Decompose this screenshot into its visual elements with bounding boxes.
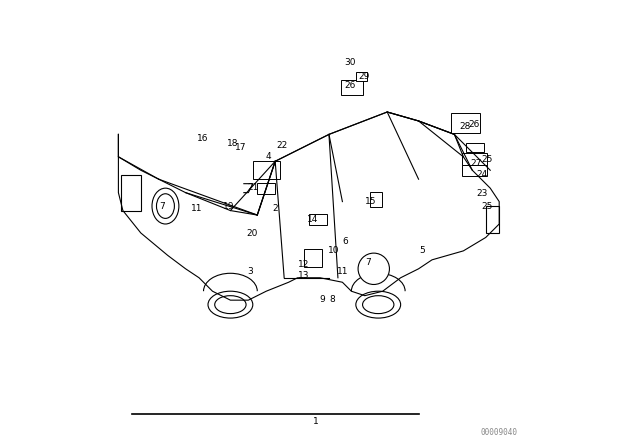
FancyBboxPatch shape — [462, 153, 487, 165]
Text: 17: 17 — [234, 143, 246, 152]
FancyBboxPatch shape — [253, 161, 280, 179]
FancyBboxPatch shape — [356, 72, 367, 81]
Text: 28: 28 — [459, 122, 470, 131]
Text: 3: 3 — [248, 267, 253, 276]
Text: 10: 10 — [328, 246, 339, 255]
Ellipse shape — [362, 296, 394, 314]
Text: 13: 13 — [298, 271, 310, 280]
FancyBboxPatch shape — [371, 192, 381, 207]
FancyBboxPatch shape — [466, 143, 484, 152]
FancyBboxPatch shape — [257, 182, 275, 194]
Ellipse shape — [208, 291, 253, 318]
Ellipse shape — [358, 253, 389, 284]
Text: 15: 15 — [365, 197, 376, 206]
Text: 16: 16 — [197, 134, 209, 143]
Bar — [121, 175, 141, 211]
Text: 24: 24 — [477, 170, 488, 179]
Text: 21: 21 — [247, 183, 259, 192]
Ellipse shape — [356, 291, 401, 318]
Ellipse shape — [156, 194, 174, 218]
Text: 26: 26 — [468, 120, 479, 129]
Text: 11: 11 — [191, 204, 202, 213]
Text: 1: 1 — [313, 417, 318, 426]
Text: 27: 27 — [470, 159, 481, 168]
Ellipse shape — [152, 188, 179, 224]
FancyBboxPatch shape — [305, 249, 323, 267]
Text: 20: 20 — [246, 229, 257, 238]
Text: 14: 14 — [307, 215, 319, 224]
Text: 23: 23 — [477, 189, 488, 198]
Ellipse shape — [215, 296, 246, 314]
Text: 25: 25 — [481, 155, 492, 164]
Text: 9: 9 — [320, 295, 326, 304]
Text: 6: 6 — [342, 237, 348, 246]
FancyBboxPatch shape — [309, 214, 327, 225]
Text: 5: 5 — [419, 246, 425, 255]
Text: 12: 12 — [298, 260, 310, 269]
Text: 19: 19 — [223, 202, 235, 211]
Text: 2: 2 — [273, 204, 278, 213]
Text: 7: 7 — [365, 258, 371, 267]
Text: 29: 29 — [358, 72, 369, 81]
Text: 4: 4 — [266, 152, 271, 161]
Text: 8: 8 — [329, 295, 335, 304]
Text: 22: 22 — [276, 141, 287, 150]
Text: 18: 18 — [227, 139, 238, 148]
FancyBboxPatch shape — [451, 113, 480, 134]
FancyBboxPatch shape — [462, 165, 487, 176]
Text: 26: 26 — [345, 81, 356, 90]
Text: 30: 30 — [345, 58, 356, 67]
Text: 00009040: 00009040 — [481, 428, 518, 437]
Text: 25: 25 — [481, 202, 492, 211]
Bar — [486, 206, 499, 233]
Text: 7: 7 — [159, 202, 165, 211]
Text: 11: 11 — [337, 267, 348, 276]
FancyBboxPatch shape — [341, 80, 364, 95]
